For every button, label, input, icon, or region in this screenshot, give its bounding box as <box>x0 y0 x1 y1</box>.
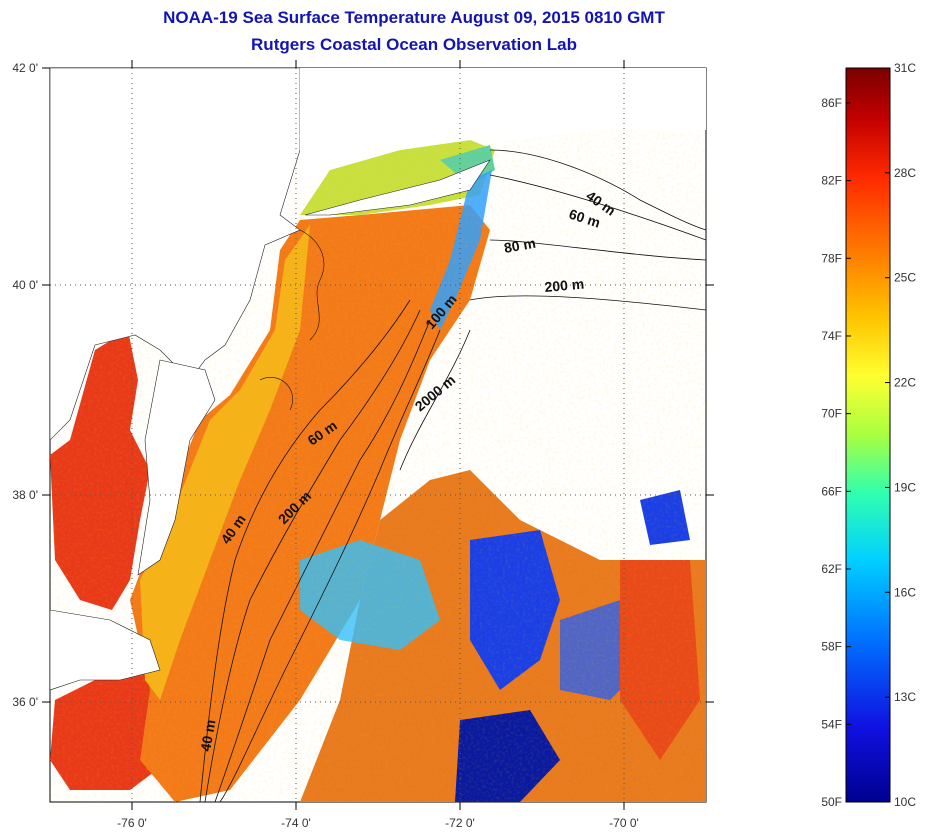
lat-tick-label: 40 0' <box>12 278 38 292</box>
colorbar-celsius-label: 22C <box>894 376 916 390</box>
colorbar-celsius-label: 19C <box>894 480 916 494</box>
new-jersey-land <box>50 68 301 441</box>
colorbar-fahrenheit-label: 74F <box>821 329 842 343</box>
lon-tick-label: -70 0' <box>609 816 639 830</box>
bathymetry-contours <box>199 149 706 802</box>
colorbar-celsius-label: 13C <box>894 690 916 704</box>
map-title: NOAA-19 Sea Surface Temperature August 0… <box>163 8 665 27</box>
contour-60m <box>204 309 421 802</box>
colorbar-fahrenheit-label: 50F <box>821 795 842 809</box>
colorbar-fahrenheit-label: 66F <box>821 484 842 498</box>
contour-80m-northeast <box>489 239 706 261</box>
colorbar-fahrenheit-label: 78F <box>821 251 842 265</box>
contour-80m <box>214 319 431 802</box>
virginia-land <box>50 609 161 691</box>
contour-2000m <box>399 329 471 471</box>
colorbar-celsius-label: 31C <box>894 61 916 75</box>
map-subtitle: Rutgers Coastal Ocean Observation Lab <box>251 35 577 54</box>
colorbar <box>845 67 891 803</box>
long-island-land <box>304 159 491 216</box>
contour-200m-northeast <box>469 295 706 311</box>
colorbar-fahrenheit-label: 62F <box>821 562 842 576</box>
contour-100m <box>219 329 441 802</box>
lon-tick-label: -74 0' <box>281 816 311 830</box>
colorbar-fahrenheit-labels: 86F 82F 78F 74F 70F 66F 62F 58F 54F 50F <box>821 96 842 809</box>
colorbar-celsius-label: 10C <box>894 795 916 809</box>
colorbar-fahrenheit-label: 82F <box>821 174 842 188</box>
contour-60m-northeast <box>489 174 706 241</box>
delmarva-land <box>137 359 216 576</box>
contour-label-200m-northeast: 200 m <box>544 276 585 295</box>
lon-tick-label: -76 0' <box>117 816 147 830</box>
hudson-canyon-line <box>299 229 325 341</box>
sst-field: 40 m 60 m 80 m 200 m 100 m 2000 m 60 m 2… <box>50 68 706 802</box>
colorbar-ticks <box>846 67 890 803</box>
new-england-land <box>300 68 706 190</box>
axis-ticks <box>42 60 714 810</box>
colorbar-celsius-label: 28C <box>894 166 916 180</box>
colorbar-fahrenheit-label: 86F <box>821 96 842 110</box>
colorbar-celsius-labels: 31C 28C 25C 22C 19C 16C 13C 10C <box>894 61 916 809</box>
colorbar-fahrenheit-label: 70F <box>821 407 842 421</box>
nearshore-detail-line <box>259 377 293 411</box>
contour-label-40m-south: 40 m <box>197 718 218 752</box>
lat-tick-label: 42 0' <box>12 61 38 75</box>
colorbar-celsius-label: 16C <box>894 585 916 599</box>
lat-tick-label: 36 0' <box>12 695 38 709</box>
colorbar-celsius-label: 25C <box>894 271 916 285</box>
lat-tick-label: 38 0' <box>12 488 38 502</box>
colorbar-fahrenheit-label: 58F <box>821 640 842 654</box>
lon-tick-label: -72 0' <box>445 816 475 830</box>
contour-40m <box>199 299 411 802</box>
contour-label-80m-northeast: 80 m <box>503 235 537 256</box>
contour-40m-northeast <box>489 149 706 231</box>
coastline-details <box>259 229 325 411</box>
colorbar-fahrenheit-label: 54F <box>821 717 842 731</box>
